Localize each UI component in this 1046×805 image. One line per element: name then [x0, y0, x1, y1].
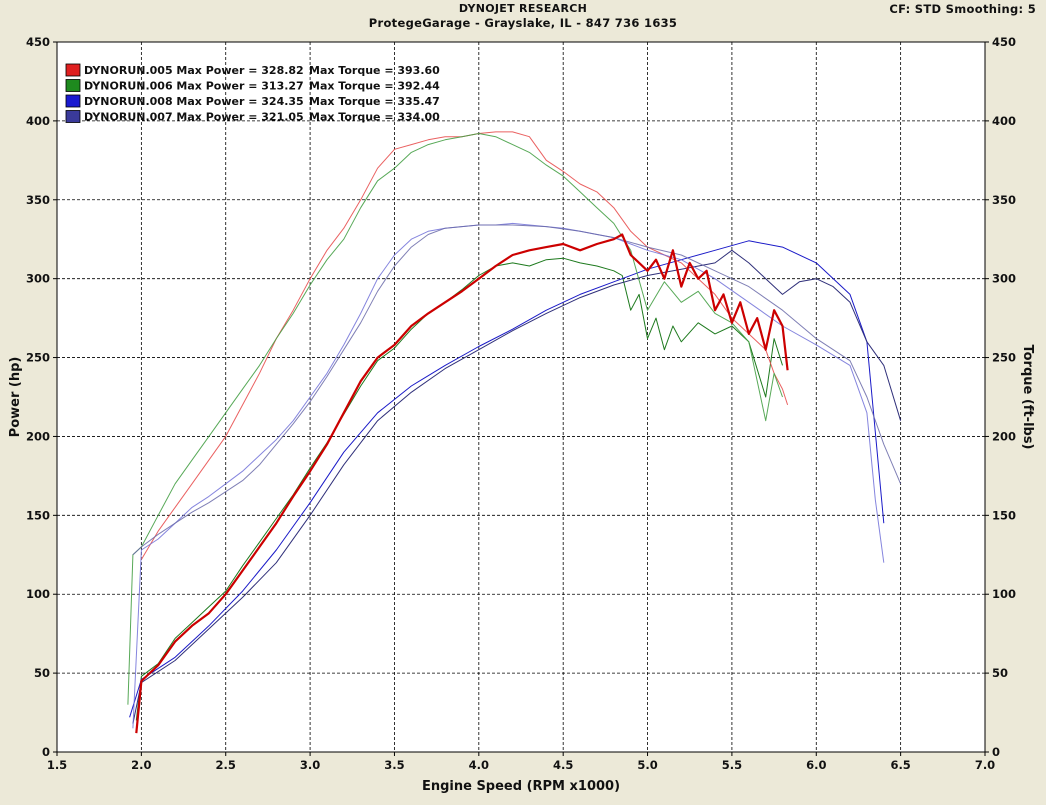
y-tick-label: 250 [26, 351, 50, 365]
y-tick-label: 350 [26, 193, 50, 207]
x-tick-label: 5.0 [637, 758, 657, 772]
y2-tick-label: 250 [992, 351, 1016, 365]
series-line-dynorun-008-power [129, 240, 885, 718]
y-tick-label: 300 [26, 272, 50, 286]
x-tick-label: 5.5 [722, 758, 742, 772]
y-tick-label: 0 [42, 745, 50, 759]
x-tick-label: 4.5 [553, 758, 573, 772]
x-tick-label: 7.0 [975, 758, 995, 772]
chart-title: DYNOJET RESEARCH [458, 2, 588, 15]
y-tick-label: 450 [26, 35, 50, 49]
series-line-dynorun-007-torque [132, 224, 902, 556]
x-tick-label: 2.5 [216, 758, 236, 772]
y2-tick-label: 100 [992, 587, 1016, 601]
legend-swatch [65, 63, 81, 77]
y-tick-label: 400 [26, 114, 50, 128]
x-axis-label: Engine Speed (RPM x1000) [422, 779, 620, 794]
legend-swatch [65, 94, 81, 108]
legend-torque-label: Max Torque = 334.00 [309, 111, 440, 124]
y-axis-label: Power (hp) [8, 357, 23, 438]
y-tick-label: 150 [26, 508, 50, 522]
x-tick-label: 4.0 [469, 758, 489, 772]
x-tick-label: 6.5 [890, 758, 910, 772]
y2-tick-label: 350 [992, 193, 1016, 207]
y2-tick-label: 400 [992, 114, 1016, 128]
legend-swatch [65, 79, 81, 92]
plot-area [56, 41, 986, 753]
y2-tick-label: 0 [992, 745, 1000, 759]
y2-tick-label: 450 [992, 35, 1016, 49]
legend-label: DYNORUN.006 Max Power = 313.27 [84, 80, 304, 93]
legend-torque-label: Max Torque = 335.47 [309, 95, 440, 108]
y2-tick-label: 150 [992, 508, 1016, 522]
legend-torque-label: Max Torque = 392.44 [309, 80, 440, 93]
x-tick-label: 3.0 [300, 758, 320, 772]
series-line-dynorun-006-torque [127, 133, 783, 705]
x-tick-label: 6.0 [806, 758, 826, 772]
legend-torque-label: Max Torque = 393.60 [309, 64, 440, 77]
y2-tick-label: 300 [992, 272, 1016, 286]
legend-label: DYNORUN.005 Max Power = 328.82 [84, 64, 304, 77]
y-tick-label: 100 [26, 587, 50, 601]
legend-label: DYNORUN.008 Max Power = 324.35 [84, 95, 304, 108]
x-tick-label: 2.0 [131, 758, 151, 772]
y-tick-label: 200 [26, 429, 50, 443]
chart-subtitle: ProtegeGarage - Grayslake, IL - 847 736 … [368, 16, 678, 30]
legend-swatch [65, 110, 81, 123]
legend-label: DYNORUN.007 Max Power = 321.05 [84, 111, 304, 124]
x-tick-label: 1.5 [47, 758, 67, 772]
y-tick-label: 50 [34, 666, 50, 680]
settings-readout: CF: STD Smoothing: 5 [889, 2, 1036, 16]
series-line-dynorun-005-power [135, 233, 789, 734]
y2-tick-label: 50 [992, 666, 1008, 680]
x-tick-label: 3.5 [384, 758, 404, 772]
y2-axis-label: Torque (ft-lbs) [1020, 344, 1035, 449]
y2-tick-label: 200 [992, 429, 1016, 443]
series-line-dynorun-007-power [132, 249, 902, 724]
